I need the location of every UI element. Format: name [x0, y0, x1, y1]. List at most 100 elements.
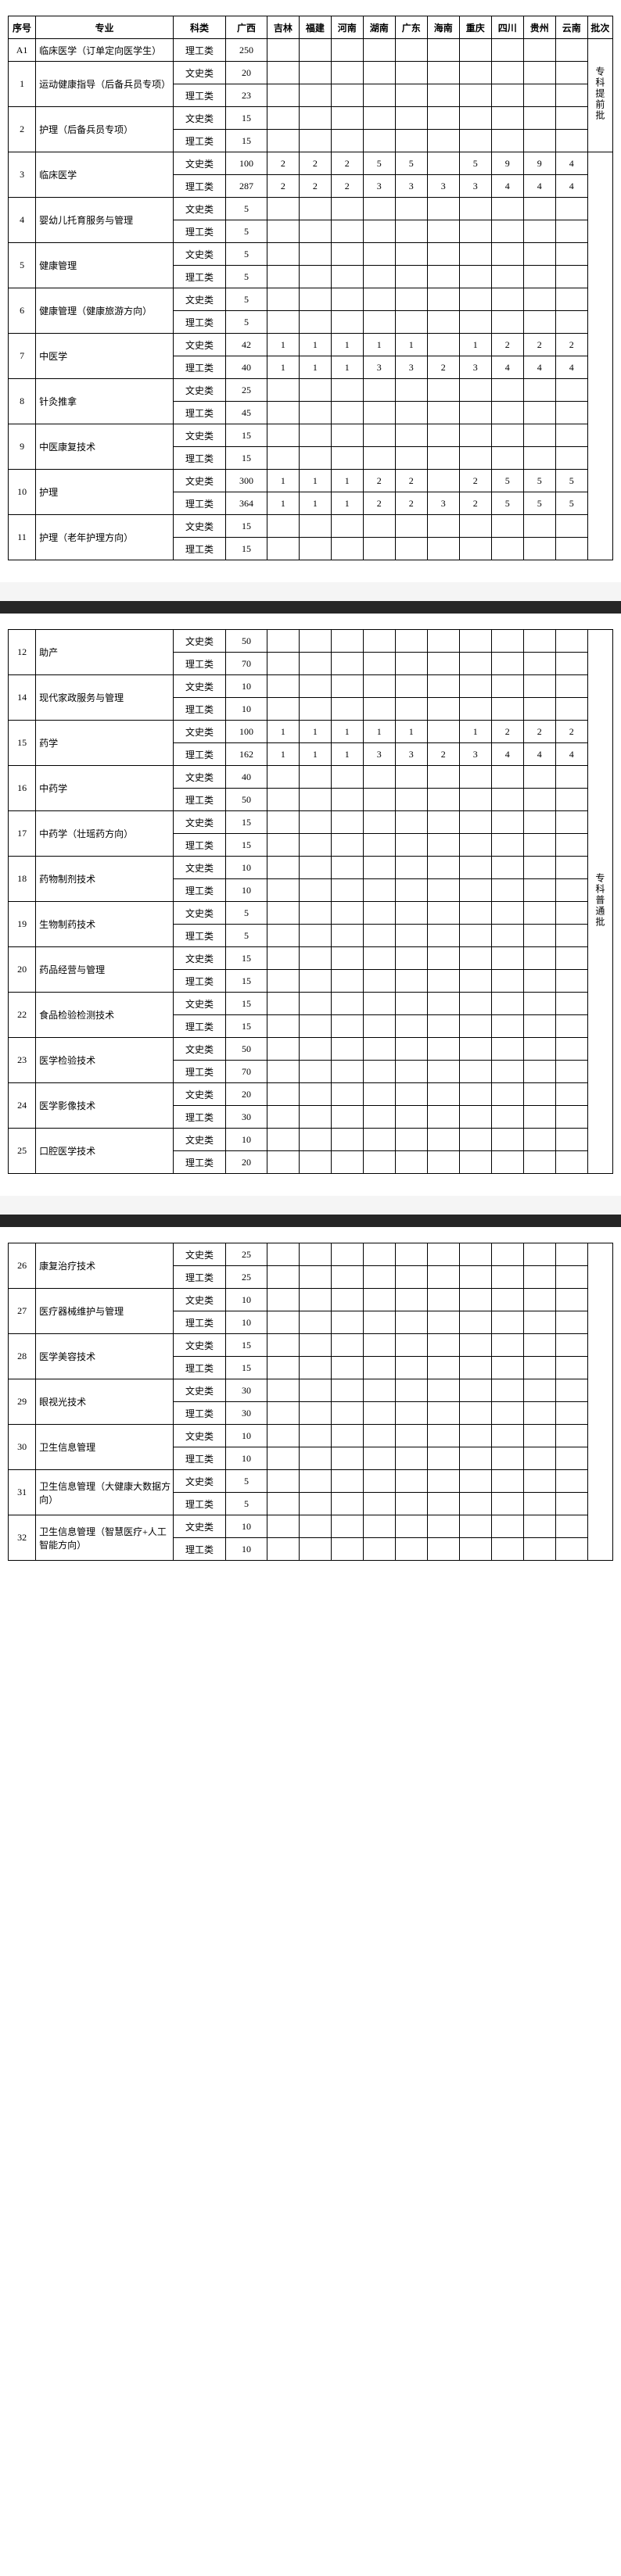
cell-value — [395, 1266, 427, 1289]
cell-value — [299, 379, 331, 402]
cell-value: 70 — [226, 1061, 267, 1083]
cell-value — [459, 107, 491, 130]
cell-subject: 文史类 — [173, 1334, 225, 1357]
cell-value — [523, 402, 555, 424]
cell-value — [555, 1061, 587, 1083]
cell-value — [395, 902, 427, 925]
cell-value — [555, 198, 587, 220]
cell-value — [523, 1402, 555, 1425]
cell-value — [299, 288, 331, 311]
cell-subject: 理工类 — [173, 743, 225, 766]
cell-value — [427, 1243, 459, 1266]
cell-value — [331, 538, 363, 560]
cell-value: 5 — [226, 1470, 267, 1493]
cell-value — [491, 84, 523, 107]
cell-value — [491, 1515, 523, 1538]
cell-value — [331, 515, 363, 538]
cell-value — [555, 947, 587, 970]
cell-value — [331, 266, 363, 288]
cell-value — [491, 107, 523, 130]
cell-value — [459, 653, 491, 675]
cell-value — [299, 766, 331, 789]
cell-value — [363, 515, 395, 538]
cell-value — [523, 1334, 555, 1357]
cell-subject: 理工类 — [173, 266, 225, 288]
cell-value — [395, 925, 427, 947]
cell-value — [363, 1083, 395, 1106]
cell-value — [267, 653, 299, 675]
cell-value: 1 — [267, 743, 299, 766]
cell-value — [523, 834, 555, 857]
cell-value — [331, 766, 363, 789]
cell-value — [555, 675, 587, 698]
cell-value — [555, 130, 587, 152]
cell-value: 10 — [226, 857, 267, 879]
cell-value — [267, 39, 299, 62]
cell-value — [299, 130, 331, 152]
cell-batch: 专科普通批 — [587, 630, 612, 1174]
cell-value — [523, 1266, 555, 1289]
cell-value — [427, 402, 459, 424]
cell-value — [363, 243, 395, 266]
cell-subject: 理工类 — [173, 447, 225, 470]
cell-value — [459, 879, 491, 902]
cell-value — [491, 789, 523, 811]
cell-subject: 理工类 — [173, 311, 225, 334]
cell-value — [555, 538, 587, 560]
cell-seq: 4 — [9, 198, 36, 243]
cell-value — [395, 1470, 427, 1493]
cell-value — [459, 766, 491, 789]
cell-value — [427, 721, 459, 743]
cell-value — [299, 1447, 331, 1470]
cell-value: 50 — [226, 789, 267, 811]
cell-major: 中药学 — [36, 766, 174, 811]
cell-value: 3 — [395, 743, 427, 766]
cell-value — [331, 1129, 363, 1151]
cell-value — [331, 1083, 363, 1106]
cell-value: 1 — [299, 356, 331, 379]
cell-value — [395, 107, 427, 130]
cell-value — [459, 1311, 491, 1334]
cell-value — [555, 220, 587, 243]
cell-value — [555, 1447, 587, 1470]
cell-value — [523, 515, 555, 538]
cell-batch: 专科提前批 — [587, 39, 612, 152]
cell-value — [363, 1425, 395, 1447]
cell-value — [363, 879, 395, 902]
cell-value — [331, 1357, 363, 1379]
cell-seq: 22 — [9, 993, 36, 1038]
cell-subject: 文史类 — [173, 152, 225, 175]
cell-value — [523, 1151, 555, 1174]
cell-value — [331, 993, 363, 1015]
cell-seq: 30 — [9, 1425, 36, 1470]
cell-value — [395, 220, 427, 243]
cell-value — [299, 630, 331, 653]
cell-value — [427, 1402, 459, 1425]
cell-value — [491, 1402, 523, 1425]
cell-value — [395, 1425, 427, 1447]
cell-value — [363, 1470, 395, 1493]
cell-subject: 文史类 — [173, 1243, 225, 1266]
cell-value: 3 — [363, 175, 395, 198]
cell-subject: 理工类 — [173, 1151, 225, 1174]
cell-value: 2 — [427, 356, 459, 379]
cell-value: 3 — [363, 743, 395, 766]
cell-value — [427, 1357, 459, 1379]
cell-value: 162 — [226, 743, 267, 766]
cell-value — [363, 1447, 395, 1470]
cell-value: 5 — [523, 492, 555, 515]
cell-value: 2 — [427, 743, 459, 766]
cell-value — [395, 1311, 427, 1334]
cell-value: 10 — [226, 1129, 267, 1151]
cell-value — [427, 653, 459, 675]
cell-value: 15 — [226, 811, 267, 834]
cell-value — [523, 1038, 555, 1061]
cell-subject: 理工类 — [173, 538, 225, 560]
cell-value — [267, 630, 299, 653]
table-row: 7中医学文史类42111111222 — [9, 334, 613, 356]
cell-value — [267, 1357, 299, 1379]
cell-value: 15 — [226, 447, 267, 470]
cell-value — [427, 447, 459, 470]
cell-value — [555, 653, 587, 675]
cell-value — [427, 789, 459, 811]
